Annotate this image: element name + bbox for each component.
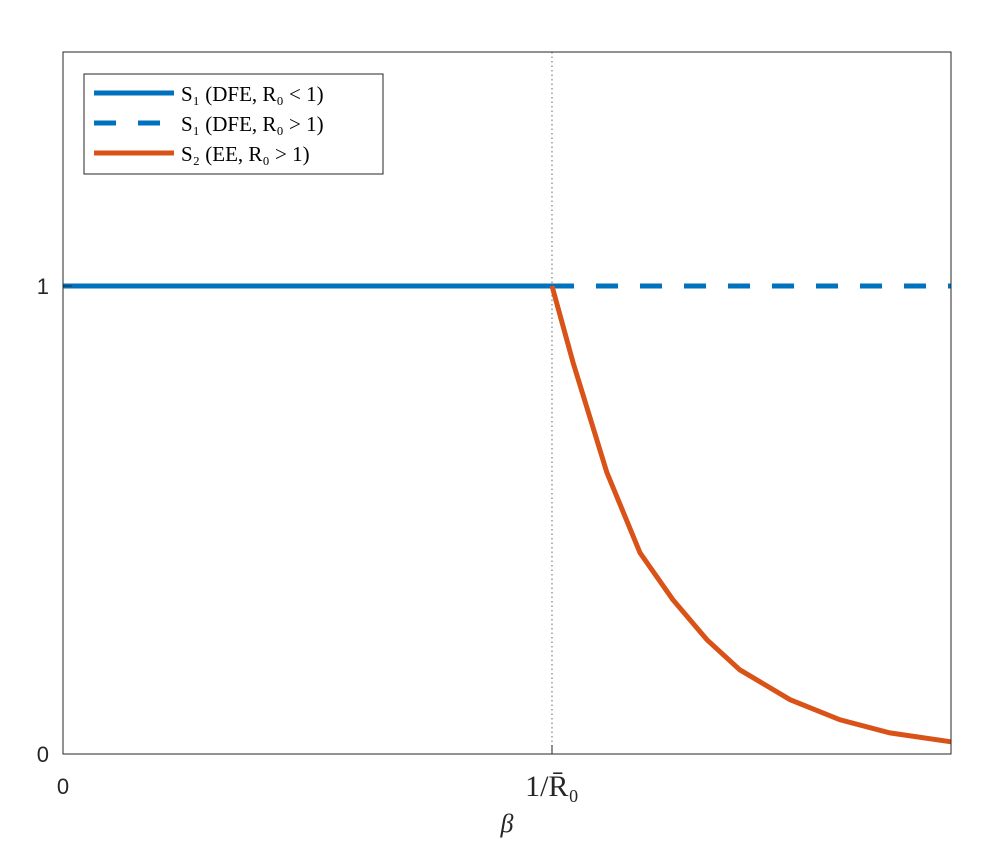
legend-label-0: S₁ (DFE, R₀ < 1) [181,82,324,106]
series-line-2 [549,285,952,745]
plot-marks [63,52,952,754]
y-tick-label: 1 [37,274,49,299]
x-tick-label: 1/R̄₀ [525,770,579,803]
ticks: 0 1/R̄₀ 0 1 [37,274,579,803]
legend-label-1: S₁ (DFE, R₀ > 1) [181,112,324,136]
axes-box [62,51,952,755]
x-axis-label: β [500,809,514,838]
y-tick-label: 0 [37,742,49,767]
x-tick-label: 0 [57,774,69,799]
legend: S₁ (DFE, R₀ < 1) S₁ (DFE, R₀ > 1) S₂ (EE, … [83,73,384,175]
legend-label-2: S₂ (EE, R₀ > 1) [181,142,310,166]
